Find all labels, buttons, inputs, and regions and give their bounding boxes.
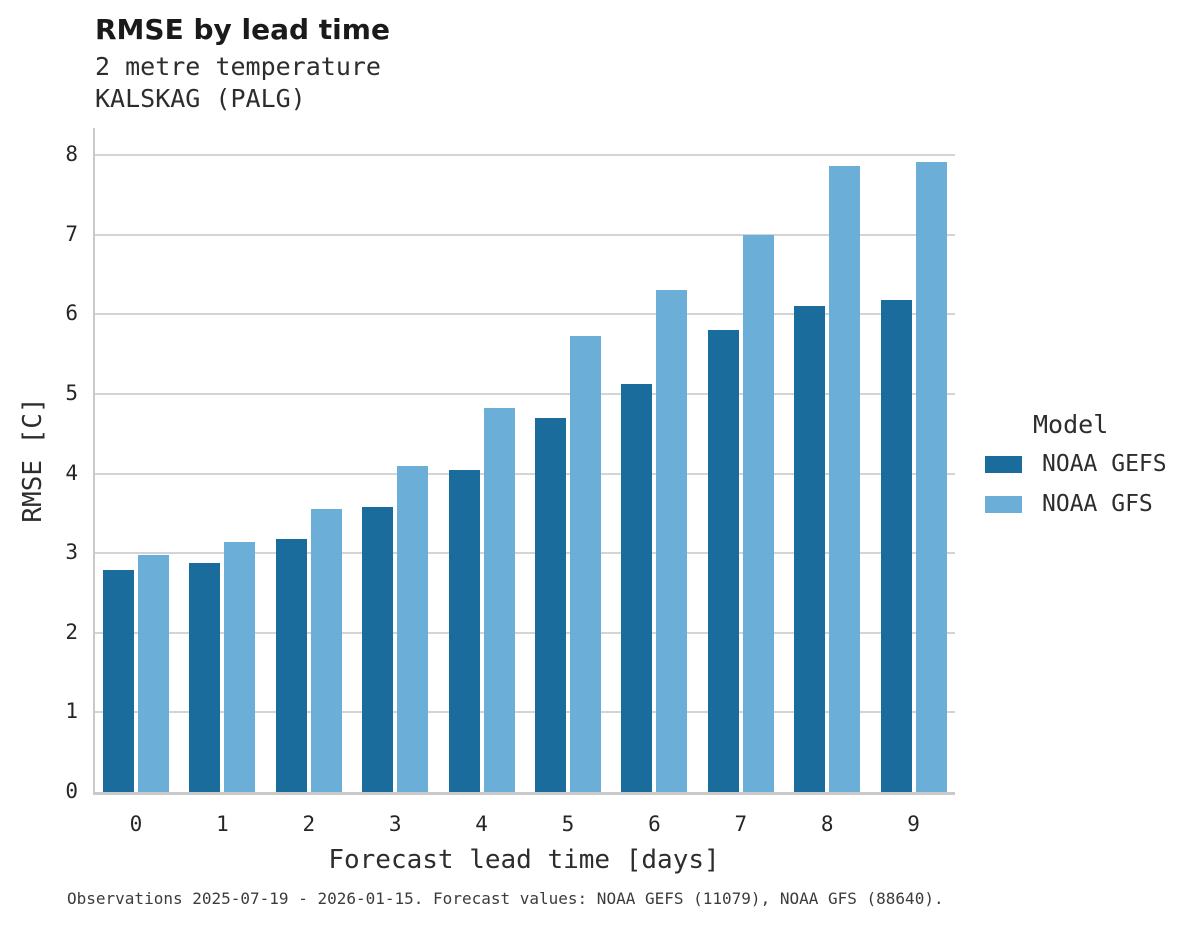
bar-noaa-gefs-day-8: [794, 305, 826, 792]
legend-item-label: NOAA GFS: [1042, 491, 1153, 517]
bar-noaa-gfs-day-0: [138, 554, 169, 792]
y-tick-7: 7: [65, 221, 78, 246]
bar-noaa-gefs-day-1: [189, 562, 221, 792]
y-axis-label: RMSE [C]: [18, 397, 48, 523]
legend: Model NOAA GEFS NOAA GFS: [985, 410, 1167, 533]
bar-noaa-gfs-day-9: [915, 162, 947, 792]
legend-swatch-icon: [985, 456, 1022, 473]
legend-title: Model: [1033, 410, 1109, 439]
bar-noaa-gefs-day-0: [103, 569, 134, 792]
bar-noaa-gfs-day-3: [397, 466, 429, 792]
x-tick-0: 0: [129, 812, 143, 836]
chart-subtitle-variable: 2 metre temperature: [95, 52, 381, 81]
y-tick-0: 0: [65, 779, 78, 804]
legend-item-noaa-gfs: NOAA GFS: [985, 493, 1167, 516]
x-tick-8: 8: [820, 812, 834, 836]
plot-panel: [93, 128, 955, 795]
y-tick-6: 6: [65, 301, 78, 326]
chart-title: RMSE by lead time: [95, 13, 390, 46]
legend-swatch-icon: [985, 496, 1022, 513]
x-tick-3: 3: [388, 812, 402, 836]
bar-noaa-gefs-day-2: [275, 538, 307, 792]
legend-rows: NOAA GEFS NOAA GFS: [985, 453, 1167, 516]
gridline-y-6: [95, 313, 955, 316]
chart-subtitle-station: KALSKAG (PALG): [95, 84, 306, 113]
gridline-y-1: [95, 711, 955, 714]
x-tick-5: 5: [561, 812, 575, 836]
y-tick-4: 4: [65, 460, 78, 485]
gridline-y-7: [95, 233, 955, 236]
x-axis-label: Forecast lead time [days]: [328, 845, 720, 875]
x-tick-4: 4: [475, 812, 488, 836]
bar-noaa-gefs-day-3: [362, 506, 394, 792]
x-tick-2: 2: [302, 812, 316, 836]
legend-item-noaa-gefs: NOAA GEFS: [985, 453, 1167, 476]
bar-noaa-gfs-day-4: [483, 408, 515, 792]
bar-noaa-gefs-day-7: [707, 330, 739, 792]
bar-noaa-gfs-day-5: [570, 335, 601, 792]
x-tick-1: 1: [216, 812, 229, 836]
gridline-y-5: [95, 392, 955, 395]
bar-noaa-gfs-day-6: [656, 290, 688, 792]
legend-item-label: NOAA GEFS: [1042, 451, 1167, 477]
bar-noaa-gefs-day-9: [880, 299, 912, 792]
x-tick-7: 7: [734, 812, 748, 836]
gridline-y-4: [95, 472, 955, 475]
gridline-y-8: [95, 154, 955, 156]
gridline-y-2: [95, 631, 955, 634]
y-tick-2: 2: [65, 619, 78, 644]
bar-noaa-gefs-day-6: [621, 383, 653, 792]
bar-noaa-gfs-day-7: [742, 234, 774, 792]
bar-noaa-gefs-day-5: [535, 417, 566, 792]
caption: Observations 2025-07-19 - 2026-01-15. Fo…: [67, 889, 944, 908]
bar-noaa-gefs-day-4: [448, 469, 480, 792]
bar-noaa-gfs-day-2: [310, 509, 342, 792]
x-tick-9: 9: [907, 812, 920, 836]
bar-noaa-gfs-day-1: [224, 541, 256, 792]
x-tick-6: 6: [648, 812, 661, 836]
y-tick-5: 5: [65, 380, 78, 405]
gridline-y-3: [95, 552, 955, 555]
y-tick-3: 3: [65, 540, 78, 565]
y-tick-1: 1: [65, 699, 78, 724]
y-tick-8: 8: [65, 142, 78, 167]
bar-noaa-gfs-day-8: [829, 166, 861, 792]
